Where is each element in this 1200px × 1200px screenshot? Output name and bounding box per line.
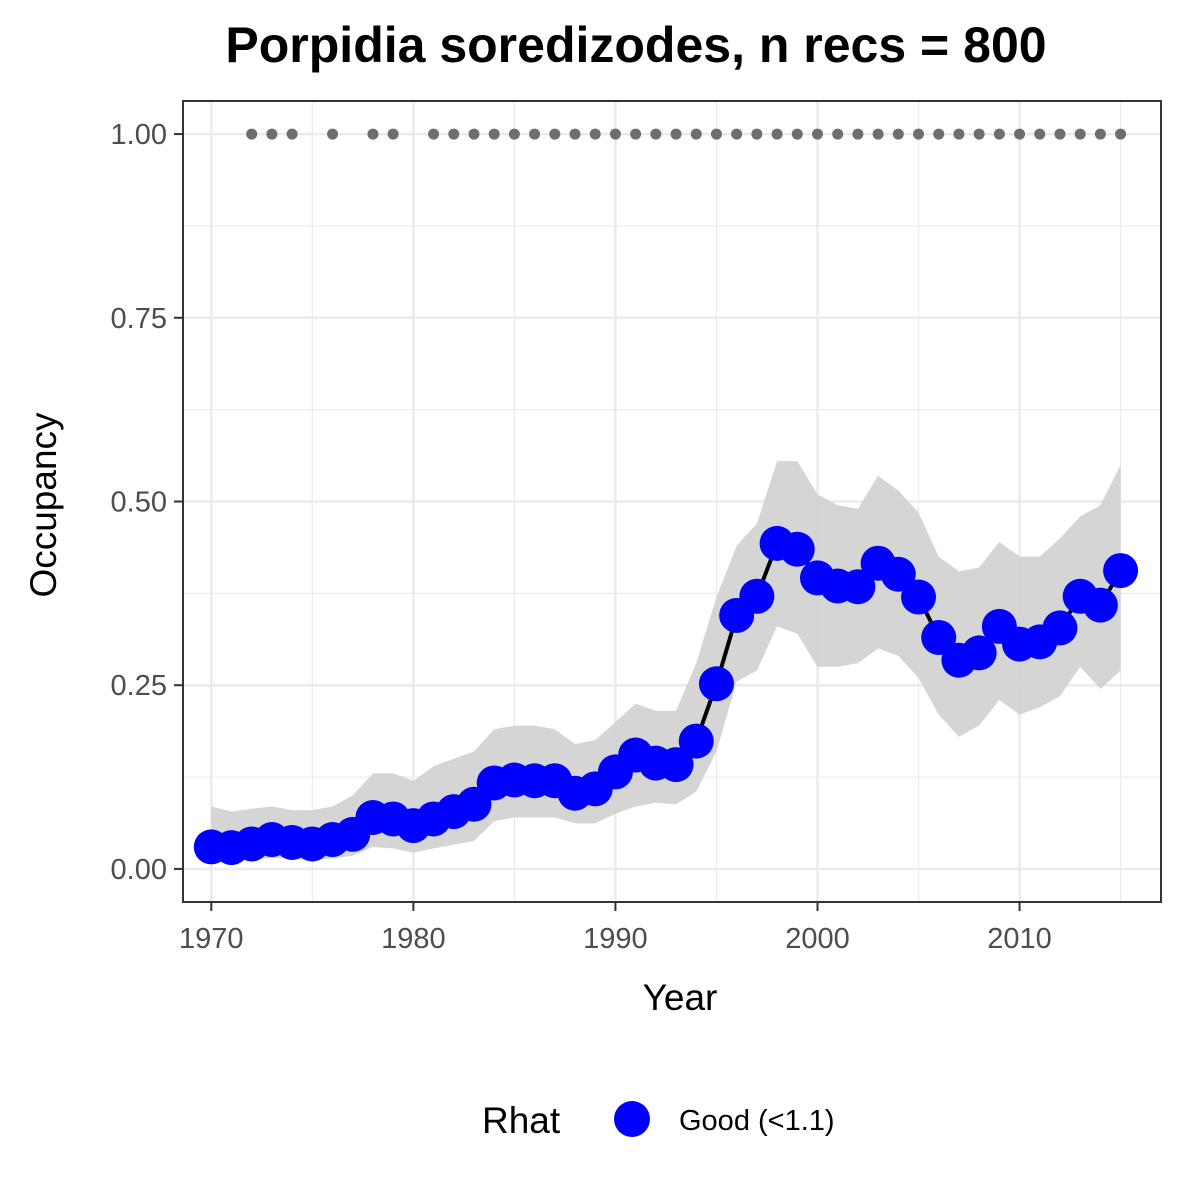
record-dot [488,128,500,140]
record-dot [428,128,440,140]
record-dot [791,128,803,140]
occupancy-point [779,531,815,567]
y-tick-label: 0.50 [111,487,167,519]
record-dot [630,128,642,140]
x-tick-label: 1990 [583,923,648,955]
record-dot [993,128,1005,140]
occupancy-points [193,525,1139,866]
record-dot [832,128,844,140]
occupancy-point [921,619,957,655]
y-axis-title: Occupancy [23,412,64,598]
y-tick-label: 0.25 [111,670,167,702]
occupancy-point [1082,587,1118,623]
record-dot [973,128,985,140]
record-dot [286,128,298,140]
record-dot [771,128,783,140]
record-dot [1034,128,1046,140]
legend-title: Rhat [482,1100,561,1141]
occupancy-point [901,579,937,615]
record-dot [933,128,945,140]
record-dot [549,128,561,140]
record-dot [1074,128,1086,140]
record-dot [569,128,581,140]
legend-label-good: Good (<1.1) [679,1105,835,1137]
record-dot [690,128,702,140]
record-dot [367,128,379,140]
record-dot [448,128,460,140]
legend-key-good [614,1101,650,1137]
record-dot [1094,128,1106,140]
record-dot [670,128,682,140]
x-tick-label: 1980 [381,923,446,955]
occupancy-point [678,723,714,759]
y-tick-label: 1.00 [111,119,167,151]
record-dot [913,128,925,140]
x-tick-label: 2000 [785,923,850,955]
occupancy-point [1042,610,1078,646]
record-dot [589,128,601,140]
record-dot [892,128,904,140]
occupancy-point [739,578,775,614]
record-dot [872,128,884,140]
x-axis: 1970 1980 1990 2000 2010 [179,902,1052,955]
occupancy-point [1103,553,1139,589]
legend: Rhat Good (<1.1) [482,1100,835,1141]
occupancy-point [961,635,997,671]
record-dot [609,128,621,140]
record-dot [852,128,864,140]
y-tick-label: 0.00 [111,854,167,886]
record-dot [751,128,763,140]
record-dot [1115,128,1127,140]
record-dot [1014,128,1026,140]
record-dot [710,128,722,140]
y-tick-label: 0.75 [111,303,167,335]
record-dot [650,128,662,140]
record-dot [327,128,339,140]
chart-title: Porpidia soredizodes, n recs = 800 [225,17,1046,73]
y-axis: 0.00 0.25 0.50 0.75 1.00 [111,119,183,886]
occupancy-point [880,556,916,592]
x-tick-label: 2010 [987,923,1052,955]
occupancy-point [840,569,876,605]
record-dot [387,128,399,140]
occupancy-point [698,666,734,702]
record-dot [1054,128,1066,140]
record-dot [266,128,278,140]
x-axis-title: Year [643,977,718,1018]
record-dot [731,128,743,140]
occupancy-point [658,747,694,783]
record-dot [246,128,258,140]
x-tick-label: 1970 [179,923,244,955]
record-dot [468,128,480,140]
record-dot [953,128,965,140]
record-dot [811,128,823,140]
record-dot [529,128,541,140]
record-dots [246,128,1127,140]
record-dot [508,128,520,140]
